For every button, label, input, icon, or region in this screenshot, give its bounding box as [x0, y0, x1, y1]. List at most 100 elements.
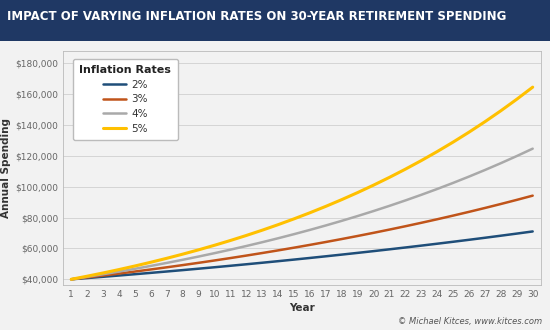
3%	[370, 231, 377, 235]
4%	[275, 236, 282, 240]
4%	[450, 181, 456, 185]
5%	[227, 239, 234, 243]
5%	[338, 198, 345, 202]
3%	[530, 194, 536, 198]
4%	[243, 244, 250, 248]
3%	[466, 210, 472, 214]
4%	[434, 187, 441, 191]
Y-axis label: Annual Spending: Annual Spending	[1, 118, 11, 218]
4%	[482, 168, 488, 172]
5%	[370, 183, 377, 187]
5%	[116, 268, 122, 272]
3%	[243, 254, 250, 258]
2%	[100, 275, 106, 279]
2%	[482, 236, 488, 240]
4%	[386, 204, 393, 208]
5%	[482, 120, 488, 124]
2%	[530, 229, 536, 233]
3%	[386, 228, 393, 232]
Legend: 2%, 3%, 4%, 5%: 2%, 3%, 4%, 5%	[73, 59, 178, 140]
3%	[163, 265, 170, 269]
4%	[147, 264, 154, 268]
5%	[100, 271, 106, 275]
Line: 3%: 3%	[71, 196, 533, 279]
5%	[84, 274, 90, 278]
4%	[163, 261, 170, 265]
5%	[322, 204, 329, 208]
2%	[275, 259, 282, 263]
5%	[434, 149, 441, 153]
4%	[227, 248, 234, 252]
3%	[116, 272, 122, 276]
2%	[291, 258, 298, 262]
5%	[291, 217, 298, 221]
3%	[402, 224, 409, 228]
3%	[195, 261, 202, 265]
2%	[466, 238, 472, 242]
5%	[131, 264, 138, 268]
4%	[402, 198, 409, 202]
4%	[498, 161, 504, 165]
Line: 4%: 4%	[71, 148, 533, 279]
2%	[116, 274, 122, 278]
4%	[116, 270, 122, 274]
5%	[466, 130, 472, 134]
2%	[131, 272, 138, 276]
4%	[530, 147, 536, 150]
4%	[370, 209, 377, 213]
4%	[195, 254, 202, 258]
3%	[498, 202, 504, 206]
5%	[498, 109, 504, 113]
4%	[418, 193, 425, 197]
2%	[434, 242, 441, 246]
Line: 5%: 5%	[71, 87, 533, 279]
2%	[84, 276, 90, 280]
5%	[386, 175, 393, 179]
3%	[338, 237, 345, 241]
2%	[227, 264, 234, 268]
3%	[354, 234, 361, 238]
2%	[306, 256, 313, 260]
Text: IMPACT OF VARYING INFLATION RATES ON 30-YEAR RETIREMENT SPENDING: IMPACT OF VARYING INFLATION RATES ON 30-…	[7, 10, 506, 23]
4%	[211, 251, 218, 255]
2%	[259, 261, 266, 265]
3%	[291, 246, 298, 250]
5%	[514, 97, 520, 101]
2%	[370, 249, 377, 253]
2%	[211, 265, 218, 269]
2%	[243, 262, 250, 266]
3%	[482, 206, 488, 210]
3%	[259, 251, 266, 255]
3%	[131, 270, 138, 274]
3%	[275, 248, 282, 252]
5%	[530, 85, 536, 89]
5%	[179, 252, 186, 256]
5%	[147, 260, 154, 264]
4%	[100, 272, 106, 276]
3%	[227, 256, 234, 260]
2%	[514, 232, 520, 236]
2%	[338, 253, 345, 257]
5%	[243, 234, 250, 238]
3%	[68, 277, 74, 281]
5%	[211, 243, 218, 247]
Line: 2%: 2%	[71, 231, 533, 279]
3%	[322, 240, 329, 244]
3%	[418, 221, 425, 225]
2%	[322, 254, 329, 258]
3%	[514, 198, 520, 202]
4%	[179, 258, 186, 262]
4%	[354, 214, 361, 218]
3%	[306, 243, 313, 247]
4%	[466, 175, 472, 179]
4%	[131, 267, 138, 271]
2%	[354, 251, 361, 255]
5%	[68, 277, 74, 281]
2%	[498, 234, 504, 238]
3%	[434, 217, 441, 221]
2%	[450, 240, 456, 244]
5%	[418, 159, 425, 163]
2%	[179, 268, 186, 272]
4%	[306, 228, 313, 232]
3%	[450, 214, 456, 217]
